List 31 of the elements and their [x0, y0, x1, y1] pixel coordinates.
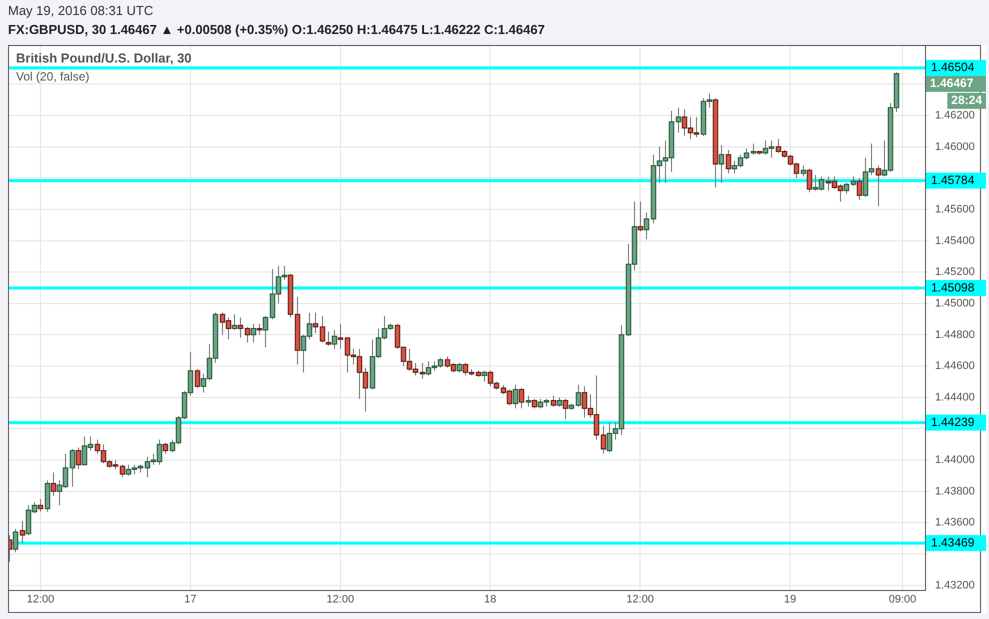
annotation: British Pound/U.S. Dollar, 30: [16, 50, 192, 66]
y-tick-label: 1.43200: [935, 579, 975, 592]
text: 1.46467: [930, 76, 974, 90]
annotation: Vol (20, false): [16, 69, 90, 84]
y-tick-label: 1.45200: [935, 266, 975, 278]
ref-line-label: 1.44239: [931, 414, 975, 429]
ref-line-label: 1.43469: [931, 535, 975, 550]
x-tick-label: 19: [784, 594, 796, 606]
y-tick-label: 1.46000: [935, 140, 975, 153]
x-tick-label: 12:00: [626, 594, 654, 606]
y-tick-label: 1.44000: [935, 454, 975, 466]
y-tick-label: 1.45600: [935, 203, 975, 216]
x-tick-label: 12:00: [326, 594, 354, 606]
ref-line-label: 1.45784: [931, 172, 975, 187]
x-tick-label: 09:00: [888, 594, 916, 606]
y-tick-label: 1.44400: [935, 391, 975, 404]
y-tick-label: 1.45400: [935, 234, 975, 247]
ref-line-label: 1.46504: [931, 60, 975, 74]
y-tick-label: 1.45000: [935, 297, 975, 310]
text: 28:24: [951, 93, 982, 108]
y-tick-label: 1.46200: [935, 110, 975, 122]
x-tick-label: 17: [184, 594, 197, 606]
chart-subtitle: May 19, 2016 08:31 UTC: [8, 3, 154, 18]
x-tick-label: 12:00: [26, 594, 54, 606]
ref-line-label: 1.45098: [931, 280, 975, 294]
y-tick-label: 1.43800: [935, 485, 975, 498]
x-tick-label: 18: [484, 594, 496, 606]
y-tick-label: 1.44600: [935, 360, 975, 372]
y-tick-label: 1.43600: [935, 516, 975, 529]
chart-title: FX:GBPUSD, 30 1.46467 ▲ +0.00508 (+0.35%) O:1.46250 H:1.46475 L:1.46222 C:1.46467: [8, 22, 545, 37]
y-tick-label: 1.44800: [935, 328, 975, 341]
